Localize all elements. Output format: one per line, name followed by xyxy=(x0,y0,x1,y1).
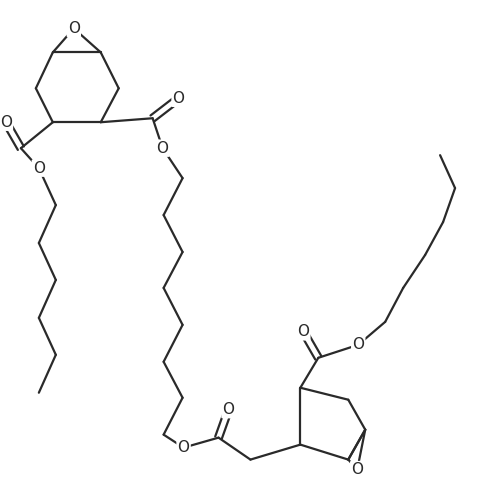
Text: O: O xyxy=(352,337,364,352)
Text: O: O xyxy=(68,21,80,36)
Text: O: O xyxy=(177,440,190,455)
Text: O: O xyxy=(172,91,185,106)
Text: O: O xyxy=(297,324,309,339)
Text: O: O xyxy=(33,161,45,176)
Text: O: O xyxy=(157,141,169,156)
Text: O: O xyxy=(222,402,235,417)
Text: O: O xyxy=(0,115,12,130)
Text: O: O xyxy=(351,462,363,477)
